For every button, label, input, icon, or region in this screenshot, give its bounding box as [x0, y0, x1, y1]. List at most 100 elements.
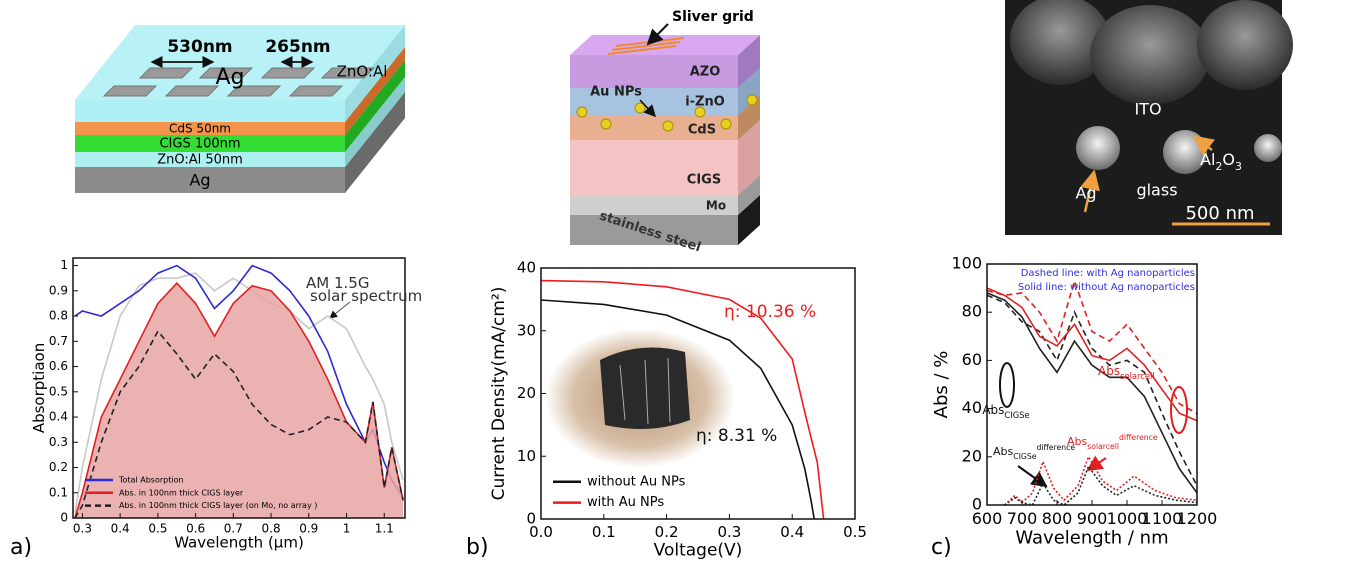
- x-tick-label: 0.0: [529, 523, 553, 541]
- series-line: [74, 282, 404, 519]
- annotation-part: η: 10.36 %: [724, 302, 816, 322]
- annotation: AbsCIGSe: [982, 403, 1029, 420]
- diagram-label: 265nm: [265, 37, 330, 57]
- y-tick-label: 0.7: [49, 334, 68, 348]
- series-line: [1003, 454, 1198, 506]
- series-line: [540, 279, 825, 520]
- annotation-part: Abs: [993, 445, 1014, 458]
- x-tick-label: 0.3: [717, 523, 741, 541]
- series-line: [74, 329, 404, 519]
- y-tick-label: 30: [517, 321, 536, 339]
- x-tick-label: 800: [1042, 509, 1073, 528]
- annotation-part: Abs: [1098, 364, 1120, 378]
- diagram-label: Ag: [215, 65, 244, 90]
- diagram-label: ZnO:Al 50nm: [157, 153, 243, 168]
- legend-label: with Au NPs: [587, 495, 664, 510]
- sem-label-part: O: [1222, 150, 1235, 169]
- diagram-a: 530nm 265nm Ag ZnO:Al CdS 50nm CIGS 100n…: [75, 25, 405, 193]
- x-tick-label: 600: [972, 509, 1003, 528]
- x-tick-label: 0.3: [73, 521, 92, 535]
- y-tick-label: 0.8: [49, 309, 68, 323]
- annotation-part: solarcell: [1120, 371, 1155, 381]
- plot-frame: [986, 263, 1198, 506]
- diagram-label: Sliver grid: [672, 9, 754, 25]
- annotation-part: AM 1.5G: [306, 274, 369, 292]
- x-tick-label: 1.1: [375, 521, 394, 535]
- diagram-label: Ag: [189, 171, 210, 190]
- x-tick-label: 0.2: [655, 523, 679, 541]
- chart: 0.0 0.1 0.2 0.3 0.4 0.5 0 10 20 30 40 Voltage(V) Cur…: [489, 259, 867, 561]
- y-axis-title: Absorptiaon: [30, 343, 48, 433]
- x-tick-label: 1100: [1142, 509, 1183, 528]
- x-tick-label: 0.6: [186, 521, 205, 535]
- y-tick-label: 0: [972, 495, 982, 514]
- x-tick-label: 1: [343, 521, 351, 535]
- x-axis-title: Voltage(V): [654, 541, 743, 561]
- annotation-shapes: [329, 301, 1188, 488]
- annotation-part: difference: [1119, 433, 1158, 442]
- y-tick-label: 80: [962, 302, 982, 321]
- annotation-part: Dashed line: with Ag nanoparticles: [1021, 268, 1195, 279]
- y-tick-label: 0.6: [49, 359, 68, 373]
- sem-label: ITO: [1134, 100, 1161, 119]
- annotation-part: η: 8.31 %: [696, 426, 777, 446]
- panel-label: b): [466, 535, 489, 560]
- annotation: AM 1.5G: [306, 274, 369, 292]
- legend-label: without Au NPs: [587, 474, 686, 489]
- sem-label: Ag: [1075, 184, 1096, 203]
- diagram-label: CdS: [688, 123, 716, 138]
- panel-label: c): [931, 535, 952, 560]
- legend-label: Abs. in 100nm thick CIGS layer: [119, 488, 244, 497]
- panel-label: a): [10, 535, 32, 560]
- y-tick-label: 20: [517, 384, 536, 402]
- diagram-label: 530nm: [167, 37, 232, 57]
- series-line: [540, 299, 815, 520]
- x-tick-label: 0.8: [262, 521, 281, 535]
- sem-label-part: 2: [1215, 160, 1222, 173]
- y-tick-label: 0.5: [49, 384, 68, 398]
- x-axis-title: Wavelength / nm: [1015, 528, 1168, 549]
- annotation: Abssolarcell: [1098, 364, 1155, 381]
- y-tick-label: 0.4: [49, 410, 68, 424]
- annotation: solar spectrum: [310, 287, 422, 305]
- plot-frame: [72, 257, 406, 519]
- annotation-part: Solid line: without Ag nanoparticles: [1018, 282, 1195, 293]
- x-tick-label: 900: [1077, 509, 1108, 528]
- diagram-label: CdS 50nm: [169, 122, 231, 136]
- series-line: [986, 287, 1198, 422]
- annotation: Dashed line: with Ag nanoparticles: [1021, 268, 1195, 279]
- annotation-part: solar spectrum: [310, 287, 422, 305]
- annotation-part: Abs: [982, 403, 1004, 417]
- diagram-label: i-ZnO: [685, 95, 725, 110]
- sem-label-part: 3: [1235, 160, 1242, 173]
- annotation-part: Abs: [1067, 435, 1088, 448]
- y-tick-label: 20: [962, 446, 982, 465]
- x-tick-label: 0.4: [111, 521, 130, 535]
- y-tick-label: 10: [517, 447, 536, 465]
- y-tick-label: 0: [526, 510, 536, 528]
- series-line: [986, 278, 1198, 415]
- series-line: [986, 294, 1198, 487]
- y-tick-label: 100: [951, 254, 982, 273]
- annotation: AbsCIGSedifference: [993, 443, 1075, 461]
- sem-label: Al2O3: [1200, 150, 1242, 173]
- diagram-label: Au NPs: [590, 85, 642, 100]
- annotation: η: 10.36 %: [724, 302, 816, 322]
- area: [74, 283, 404, 518]
- legend-label: Total Absorption: [118, 476, 184, 485]
- annotation-part: solarcell: [1087, 442, 1119, 451]
- sem-image: ITO Ag glass 500 nm Al2O3: [1005, 0, 1293, 235]
- series-line: [1004, 464, 1198, 506]
- annotation-part: CIGSe: [1013, 452, 1036, 461]
- diagram-label: Mo: [706, 199, 726, 213]
- x-tick-label: 0.5: [843, 523, 867, 541]
- diagram-label: ZnO:Al: [337, 63, 388, 81]
- x-tick-label: 1000: [1107, 509, 1148, 528]
- x-tick-label: 0.4: [780, 523, 804, 541]
- sem-label: 500 nm: [1185, 203, 1254, 224]
- diagram-b: Sliver grid AZO i-ZnO Au NPs CdS CIGS Mo…: [570, 9, 760, 255]
- diagram-label: CIGS 100nm: [159, 137, 240, 152]
- y-tick-label: 1: [60, 258, 68, 272]
- annotation-part: difference: [1036, 443, 1075, 452]
